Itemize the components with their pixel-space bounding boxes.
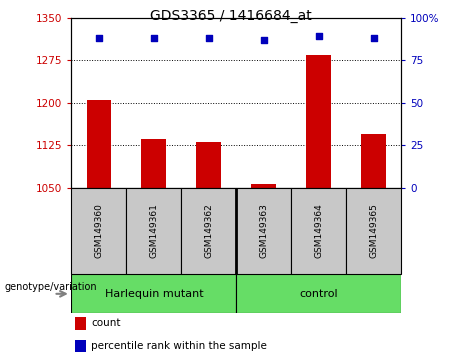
Bar	[236, 274, 401, 313]
Bar	[71, 188, 126, 274]
Point	[150, 35, 158, 41]
Bar	[346, 188, 401, 274]
Point	[205, 35, 213, 41]
Text: GSM149364: GSM149364	[314, 204, 323, 258]
Bar	[251, 184, 276, 188]
Bar	[361, 134, 386, 188]
Text: genotype/variation: genotype/variation	[5, 282, 97, 292]
Text: GDS3365 / 1416684_at: GDS3365 / 1416684_at	[150, 9, 311, 23]
Bar	[71, 274, 236, 313]
Text: GSM149363: GSM149363	[259, 204, 268, 258]
Bar	[142, 139, 166, 188]
Text: GSM149362: GSM149362	[204, 204, 213, 258]
Text: Harlequin mutant: Harlequin mutant	[105, 289, 203, 299]
Text: control: control	[299, 289, 338, 299]
Bar	[291, 188, 346, 274]
Text: GSM149365: GSM149365	[369, 204, 378, 258]
Bar	[87, 100, 111, 188]
Bar	[75, 318, 86, 330]
Point	[370, 35, 377, 41]
Point	[315, 34, 322, 39]
Bar	[196, 142, 221, 188]
Point	[95, 35, 103, 41]
Bar	[75, 340, 86, 352]
Text: percentile rank within the sample: percentile rank within the sample	[91, 341, 267, 351]
Text: GSM149361: GSM149361	[149, 204, 159, 258]
Bar	[126, 188, 181, 274]
Text: GSM149360: GSM149360	[95, 204, 103, 258]
Bar	[236, 188, 291, 274]
Text: count: count	[91, 319, 121, 329]
Bar	[306, 55, 331, 188]
Point	[260, 37, 267, 42]
Bar	[181, 188, 236, 274]
